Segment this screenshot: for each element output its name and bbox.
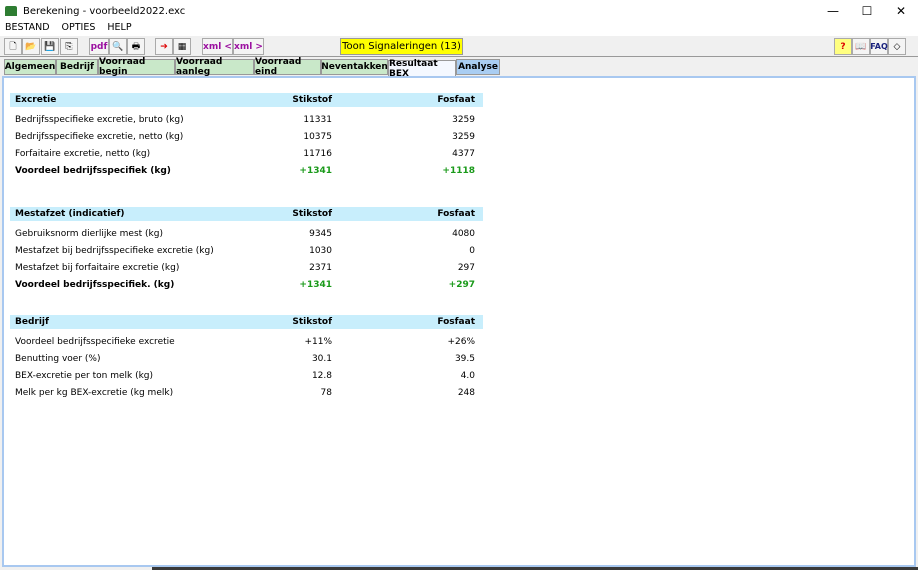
tab-voorraad-aanleg[interactable]: Voorraad aanleg <box>175 57 254 77</box>
xml-import-button[interactable]: xml < <box>202 38 233 55</box>
column-fosfaat: Fosfaat <box>437 209 475 219</box>
table-row: Voordeel bedrijfsspecifieke excretie +11%… <box>10 335 483 349</box>
toon-signaleringen-button[interactable]: Toon Signaleringen (13) <box>340 38 463 55</box>
row-label: Mestafzet bij forfaitaire excretie (kg) <box>15 263 180 273</box>
stikstof-value: 78 <box>320 388 332 398</box>
row-label: Voordeel bedrijfsspecifiek (kg) <box>15 166 171 176</box>
column-stikstof: Stikstof <box>292 95 332 105</box>
stikstof-value: 11716 <box>303 149 332 159</box>
section-title: Bedrijf <box>15 317 49 327</box>
fosfaat-value: +26% <box>447 337 475 347</box>
table-row: BEX-excretie per ton melk (kg) 12.8 4.0 <box>10 369 483 383</box>
copy-icon[interactable]: ⎘ <box>60 38 78 55</box>
fosfaat-value: 297 <box>457 263 475 273</box>
fosfaat-value: 0 <box>469 246 475 256</box>
row-label: Melk per kg BEX-excretie (kg melk) <box>15 388 174 398</box>
manual-book-icon[interactable]: 📖 <box>852 38 870 55</box>
open-folder-icon[interactable]: 📂 <box>22 38 40 55</box>
row-label: Voordeel bedrijfsspecifiek. (kg) <box>15 280 175 290</box>
fosfaat-value: 4377 <box>452 149 475 159</box>
table-row: Gebruiksnorm dierlijke mest (kg) 9345 4080 <box>10 227 483 241</box>
faq-button[interactable]: FAQ <box>870 38 888 55</box>
close-button[interactable]: ✕ <box>895 4 907 18</box>
column-stikstof: Stikstof <box>292 209 332 219</box>
toolbar: 🗋 📂 💾 ⎘ pdf 🔍 🖶 ➔ ▦ xml < xml > Toon Sig… <box>0 37 918 57</box>
column-fosfaat: Fosfaat <box>437 317 475 327</box>
tab-algemeen[interactable]: Algemeen <box>4 59 56 75</box>
row-label: BEX-excretie per ton melk (kg) <box>15 371 154 381</box>
fosfaat-value: 3259 <box>452 132 475 142</box>
stikstof-value: 1030 <box>309 246 332 256</box>
export-icon[interactable]: ➔ <box>155 38 173 55</box>
column-stikstof: Stikstof <box>292 317 332 327</box>
taskbar <box>152 567 918 570</box>
result-panel: Excretie Stikstof Fosfaat Bedrijfsspecifiek… <box>2 76 916 567</box>
row-label: Gebruiksnorm dierlijke mest (kg) <box>15 229 163 239</box>
save-icon[interactable]: 💾 <box>41 38 59 55</box>
help-icon[interactable]: ? <box>834 38 852 55</box>
fosfaat-value: 4080 <box>452 229 475 239</box>
table-row: Bedrijfsspecifieke excretie, netto (kg) 1… <box>10 130 483 144</box>
stikstof-value: 9345 <box>309 229 332 239</box>
section-title: Mestafzet (indicatief) <box>15 209 125 219</box>
tab-neventakken[interactable]: Neventakken <box>321 59 388 75</box>
column-fosfaat: Fosfaat <box>437 95 475 105</box>
tab-resultaat-bex[interactable]: Resultaat BEX <box>388 59 456 79</box>
window-title: Berekening - voorbeeld2022.exc <box>23 5 186 17</box>
menu-bar: BESTAND OPTIES HELP <box>0 22 918 36</box>
title-bar: Berekening - voorbeeld2022.exc — ☐ ✕ <box>0 0 918 22</box>
table-row: Mestafzet bij bedrijfsspecifieke excreti… <box>10 244 483 258</box>
table-row: Mestafzet bij forfaitaire excretie (kg) 2… <box>10 261 483 275</box>
xml-export-button[interactable]: xml > <box>233 38 264 55</box>
menu-bestand[interactable]: BESTAND <box>5 22 50 33</box>
section-header: Bedrijf Stikstof Fosfaat <box>10 315 483 329</box>
minimize-button[interactable]: — <box>827 4 839 18</box>
tab-bedrijf[interactable]: Bedrijf <box>56 59 98 75</box>
table-row: Forfaitaire excretie, netto (kg) 11716 437… <box>10 147 483 161</box>
calculator-icon[interactable]: ▦ <box>173 38 191 55</box>
section-header: Mestafzet (indicatief) Stikstof Fosfaat <box>10 207 483 221</box>
print-preview-icon[interactable]: 🔍 <box>109 38 127 55</box>
stikstof-value: +1341 <box>299 166 332 176</box>
fosfaat-value: 39.5 <box>454 354 475 364</box>
row-label: Benutting voer (%) <box>15 354 101 364</box>
row-label: Mestafzet bij bedrijfsspecifieke excreti… <box>15 246 214 256</box>
stikstof-value: 11331 <box>303 115 332 125</box>
fosfaat-value: +1118 <box>442 166 475 176</box>
table-row: Benutting voer (%) 30.1 39.5 <box>10 352 483 366</box>
table-row: Melk per kg BEX-excretie (kg melk) 78 248 <box>10 386 483 400</box>
fosfaat-value: 4.0 <box>460 371 475 381</box>
stikstof-value: 12.8 <box>311 371 332 381</box>
tab-voorraad-eind[interactable]: Voorraad eind <box>254 57 321 77</box>
maximize-button[interactable]: ☐ <box>861 4 873 18</box>
menu-opties[interactable]: OPTIES <box>61 22 96 33</box>
new-file-icon[interactable]: 🗋 <box>4 38 22 55</box>
stikstof-value: +11% <box>304 337 332 347</box>
row-label: Bedrijfsspecifieke excretie, netto (kg) <box>15 132 184 142</box>
fosfaat-value: 248 <box>457 388 475 398</box>
fosfaat-value: +297 <box>448 280 475 290</box>
tab-voorraad-begin[interactable]: Voorraad begin <box>98 57 175 77</box>
stikstof-value: 2371 <box>309 263 332 273</box>
section-title: Excretie <box>15 95 57 105</box>
table-row: Voordeel bedrijfsspecifiek (kg) +1341 +111… <box>10 164 483 178</box>
fosfaat-value: 3259 <box>452 115 475 125</box>
row-label: Forfaitaire excretie, netto (kg) <box>15 149 151 159</box>
menu-help[interactable]: HELP <box>107 22 132 33</box>
app-icon <box>5 6 17 16</box>
pdf-button[interactable]: pdf <box>89 38 109 55</box>
row-label: Bedrijfsspecifieke excretie, bruto (kg) <box>15 115 184 125</box>
stikstof-value: 30.1 <box>311 354 332 364</box>
table-row: Voordeel bedrijfsspecifiek. (kg) +1341 +29… <box>10 278 483 292</box>
print-icon[interactable]: 🖶 <box>127 38 145 55</box>
stikstof-value: +1341 <box>299 280 332 290</box>
row-label: Voordeel bedrijfsspecifieke excretie <box>15 337 175 347</box>
eraser-icon[interactable]: ◇ <box>888 38 906 55</box>
tab-analyse[interactable]: Analyse <box>456 59 500 75</box>
table-row: Bedrijfsspecifieke excretie, bruto (kg) 1… <box>10 113 483 127</box>
stikstof-value: 10375 <box>303 132 332 142</box>
section-header: Excretie Stikstof Fosfaat <box>10 93 483 107</box>
